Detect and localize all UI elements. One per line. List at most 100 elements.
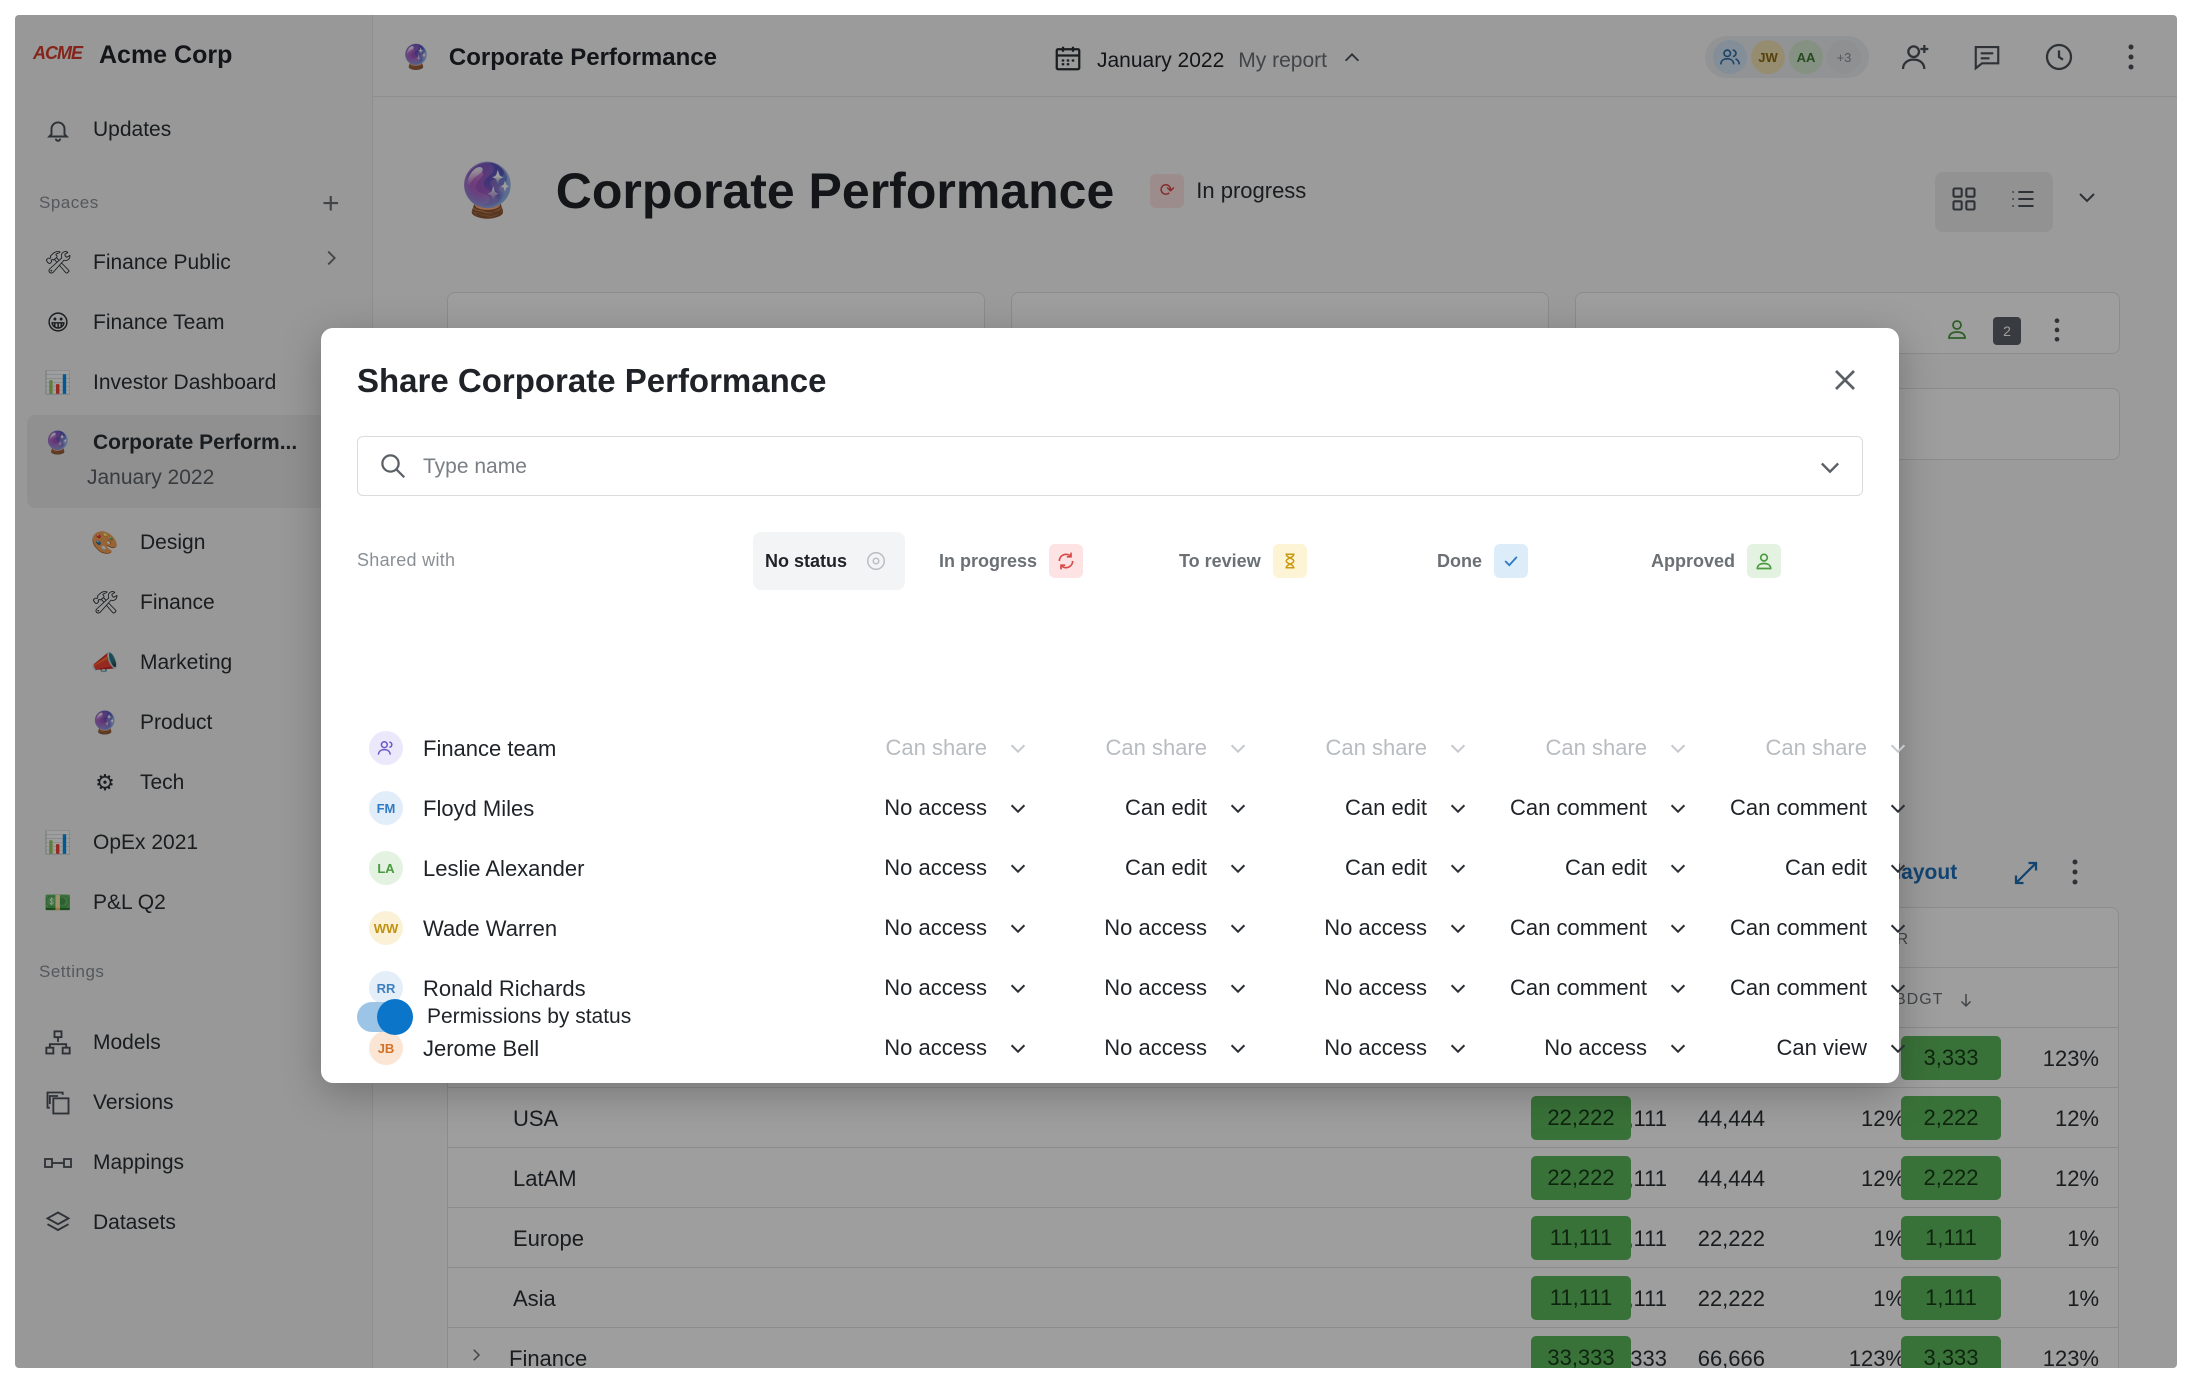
column-header-label: BDGT [1895,991,1944,1008]
chevron-right-icon[interactable] [467,1346,485,1368]
column-header-done[interactable]: Done [1425,532,1540,590]
chevron-down-icon [1447,737,1469,759]
permission-select[interactable]: Can comment [1729,788,1909,828]
sidebar-subitem-design[interactable]: 🎨 Design [90,528,205,558]
chevron-right-icon[interactable] [320,247,342,276]
chevron-down-icon [1447,797,1469,819]
permission-select[interactable]: Can share [1069,728,1249,768]
sidebar-item-mappings[interactable]: Mappings [43,1148,184,1178]
permission-select[interactable]: Can share [849,728,1029,768]
permission-select[interactable]: Can comment [1509,908,1689,948]
permission-select[interactable]: Can comment [1509,788,1689,828]
column-header-no-status[interactable]: No status [753,532,906,590]
column-header-to-review[interactable]: To review [1167,532,1319,590]
permission-select[interactable]: No access [849,968,1029,1008]
add-user-icon[interactable] [1889,35,1941,79]
expand-icon[interactable] [2011,858,2041,893]
permission-select[interactable]: No access [849,788,1029,828]
table-cell: 12% [2054,1106,2099,1131]
page-title: Corporate Performance [555,162,1115,219]
permission-select[interactable]: Can edit [1289,848,1469,888]
permission-select[interactable]: Can edit [1069,788,1249,828]
comment-icon[interactable] [1961,35,2013,79]
view-toggle[interactable] [1935,172,2053,232]
permission-select[interactable]: No access [1069,908,1249,948]
sidebar-item-finance-team[interactable]: 😀 Finance Team [43,308,225,338]
permission-select[interactable]: No access [1069,968,1249,1008]
permission-select[interactable]: No access [1289,1028,1469,1068]
permission-select[interactable]: No access [1289,908,1469,948]
period-selector[interactable]: January 2022 My report [1053,43,1363,79]
permission-select[interactable]: Can comment [1509,968,1689,1008]
permission-select[interactable]: Can edit [1729,848,1909,888]
column-header-approved[interactable]: Approved [1639,532,1793,590]
permission-select[interactable]: Can view [1729,1028,1909,1068]
org-name: Acme Corp [99,41,233,69]
sidebar-subitem-tech[interactable]: ⚙ Tech [90,768,184,798]
sidebar-item-finance-public[interactable]: 🛠 Finance Public [43,248,231,278]
search-input[interactable] [423,449,1803,485]
sidebar-item-investor-dashboard[interactable]: 📊 Investor Dashboard [43,368,276,398]
sidebar-item-label: Models [93,1031,161,1054]
permission-select[interactable]: No access [849,848,1029,888]
status-badge[interactable]: ⟳ In progress [1150,173,1306,208]
permission-value: No access [884,855,987,880]
sidebar-item-pl-q2[interactable]: 💵 P&L Q2 [43,888,166,918]
avatar: JW [1751,40,1785,74]
more-vertical-icon[interactable] [2071,858,2079,891]
permission-select[interactable]: Can share [1289,728,1469,768]
sidebar-subitem-marketing[interactable]: 📣 Marketing [90,648,232,678]
sidebar-item-label: Marketing [140,651,233,674]
sidebar-item-label: P&L Q2 [93,891,166,914]
approved-user-icon[interactable] [1945,317,1969,347]
table-cell-highlight: 22,222 [1531,1096,1631,1140]
sidebar-item-datasets[interactable]: Datasets [43,1208,176,1238]
permission-select[interactable]: No access [1509,1028,1689,1068]
permissions-by-status-toggle[interactable] [357,999,413,1035]
permission-select[interactable]: No access [1289,968,1469,1008]
collaborators[interactable]: JW AA +3 [1705,36,1869,78]
sidebar-item-versions[interactable]: Versions [43,1088,174,1118]
permission-select[interactable]: Can comment [1729,968,1909,1008]
more-vertical-icon[interactable] [2105,35,2157,79]
page-header: 🔮 Corporate Performance ⟳ In progress [455,160,1306,221]
sidebar-item-corporate-performance[interactable]: 🔮 Corporate Perform... [43,428,297,458]
chevron-down-icon[interactable] [1816,453,1844,481]
add-space-icon[interactable]: + [322,187,340,220]
org-switcher[interactable]: ACME Acme Corp [33,41,232,70]
permission-select[interactable]: Can share [1729,728,1909,768]
sidebar-item-updates[interactable]: Updates [43,115,171,145]
column-header-in-progress[interactable]: In progress [927,532,1095,590]
column-header-bdgt[interactable]: BDGT [1895,991,1975,1009]
permission-select[interactable]: Can share [1509,728,1689,768]
chevron-down-icon[interactable] [2075,185,2099,216]
permission-select[interactable]: No access [849,1028,1029,1068]
permission-select[interactable]: No access [1069,1028,1249,1068]
sidebar-item-models[interactable]: Models [43,1028,161,1058]
sidebar-subitem-product[interactable]: 🔮 Product [90,708,212,738]
list-view-icon[interactable] [2008,185,2038,220]
person-name: Jerome Bell [423,1036,540,1061]
active-space-period: January 2022 [87,466,215,489]
comment-count-icon[interactable]: 2 [1993,317,2021,345]
permission-select[interactable]: Can comment [1729,908,1909,948]
chevron-down-icon [1007,857,1029,879]
close-icon[interactable] [1827,362,1863,398]
grid-view-icon[interactable] [1950,185,1978,220]
table-row[interactable]: Finance33,33366,66633,333123%66,6663,333… [447,1327,2119,1368]
table-cell-highlight: 2,222 [1901,1096,2001,1140]
history-icon[interactable] [2033,35,2085,79]
permission-select[interactable]: Can edit [1509,848,1689,888]
permission-select[interactable]: Can edit [1069,848,1249,888]
sidebar-item-opex-2021[interactable]: 📊 OpEx 2021 [43,828,198,858]
team-icon [369,731,403,765]
permission-select[interactable]: No access [849,908,1029,948]
sidebar-subitem-finance[interactable]: 🛠 Finance [90,588,215,618]
permission-select[interactable]: Can edit [1289,788,1469,828]
more-vertical-icon[interactable] [2053,317,2061,349]
gear-icon: ⚙ [95,770,115,795]
